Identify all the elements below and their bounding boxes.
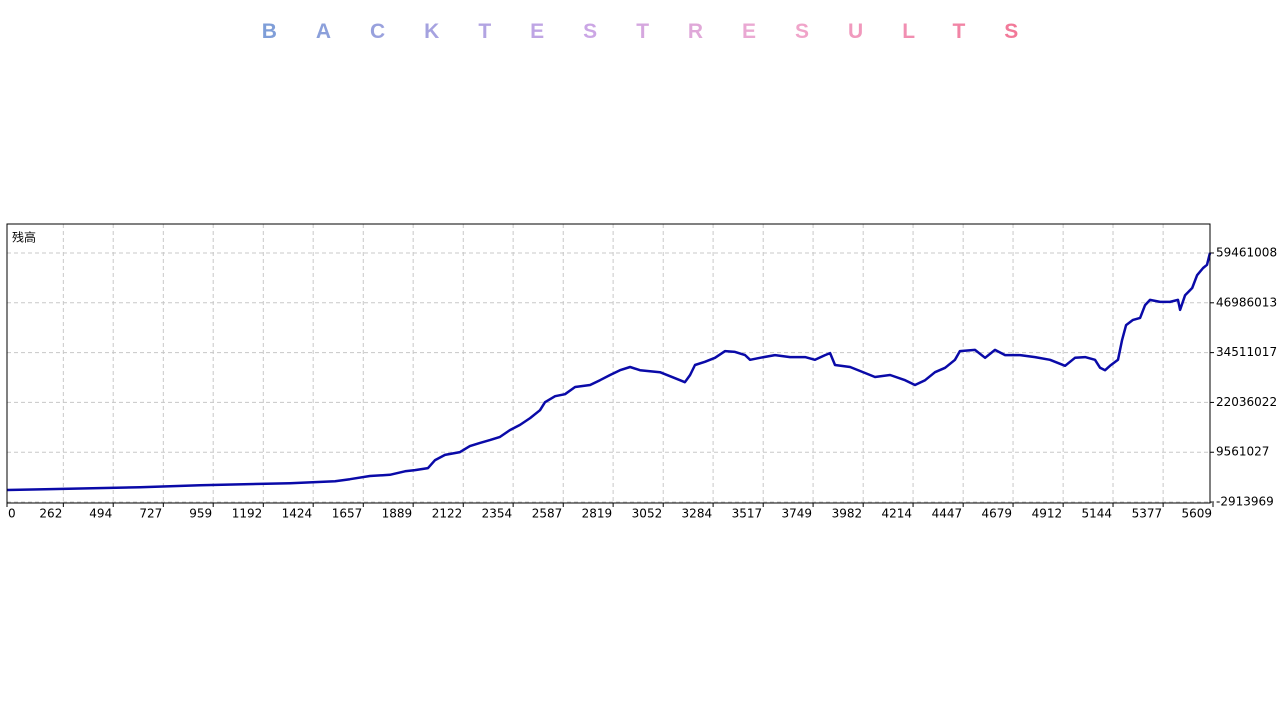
x-tick-label: 1424 [282, 507, 313, 521]
x-tick-label: 3749 [782, 507, 813, 521]
x-tick-label: 262 [39, 507, 62, 521]
y-tick-label: 22036022 [1216, 395, 1277, 409]
x-tick-label: 4912 [1032, 507, 1063, 521]
x-tick-label: 1889 [382, 507, 413, 521]
x-tick-label: 0 [8, 507, 16, 521]
x-tick-label: 2587 [532, 507, 563, 521]
x-tick-label: 3982 [832, 507, 863, 521]
x-tick-label: 1192 [232, 507, 263, 521]
plot-area [7, 224, 1210, 503]
plot-border [6, 223, 1211, 504]
x-tick-label: 5377 [1132, 507, 1163, 521]
x-tick-label: 3052 [632, 507, 663, 521]
legend-label: 残高 [12, 230, 36, 245]
balance-line [6, 252, 1212, 492]
x-tick-label: 3517 [732, 507, 763, 521]
x-tick-label: 5609 [1181, 507, 1212, 521]
x-tick-label: 2819 [582, 507, 613, 521]
x-tick-label: 494 [89, 507, 112, 521]
page-title: BACKTEST RESULTS [0, 20, 1280, 44]
x-tick-label: 727 [139, 507, 162, 521]
x-tick-label: 5144 [1081, 507, 1112, 521]
y-tick-label: 46986013 [1216, 295, 1277, 309]
x-tick-label: 959 [189, 507, 212, 521]
x-tick-label: 3284 [682, 507, 713, 521]
title-text: BACKTEST RESULTS [261, 20, 1058, 43]
x-tick-label: 4679 [982, 507, 1013, 521]
y-tick-label: 9561027 [1216, 445, 1269, 459]
x-tick-label: 1657 [332, 507, 363, 521]
x-tick-label: 2122 [432, 507, 463, 521]
x-tick-label: 4214 [882, 507, 913, 521]
x-tick-label: 4447 [932, 507, 963, 521]
y-tick-label: 59461008 [1216, 245, 1277, 259]
y-tick-label: -2913969 [1216, 495, 1274, 509]
x-tick-label: 2354 [482, 507, 513, 521]
y-tick-label: 34511017 [1216, 345, 1277, 359]
